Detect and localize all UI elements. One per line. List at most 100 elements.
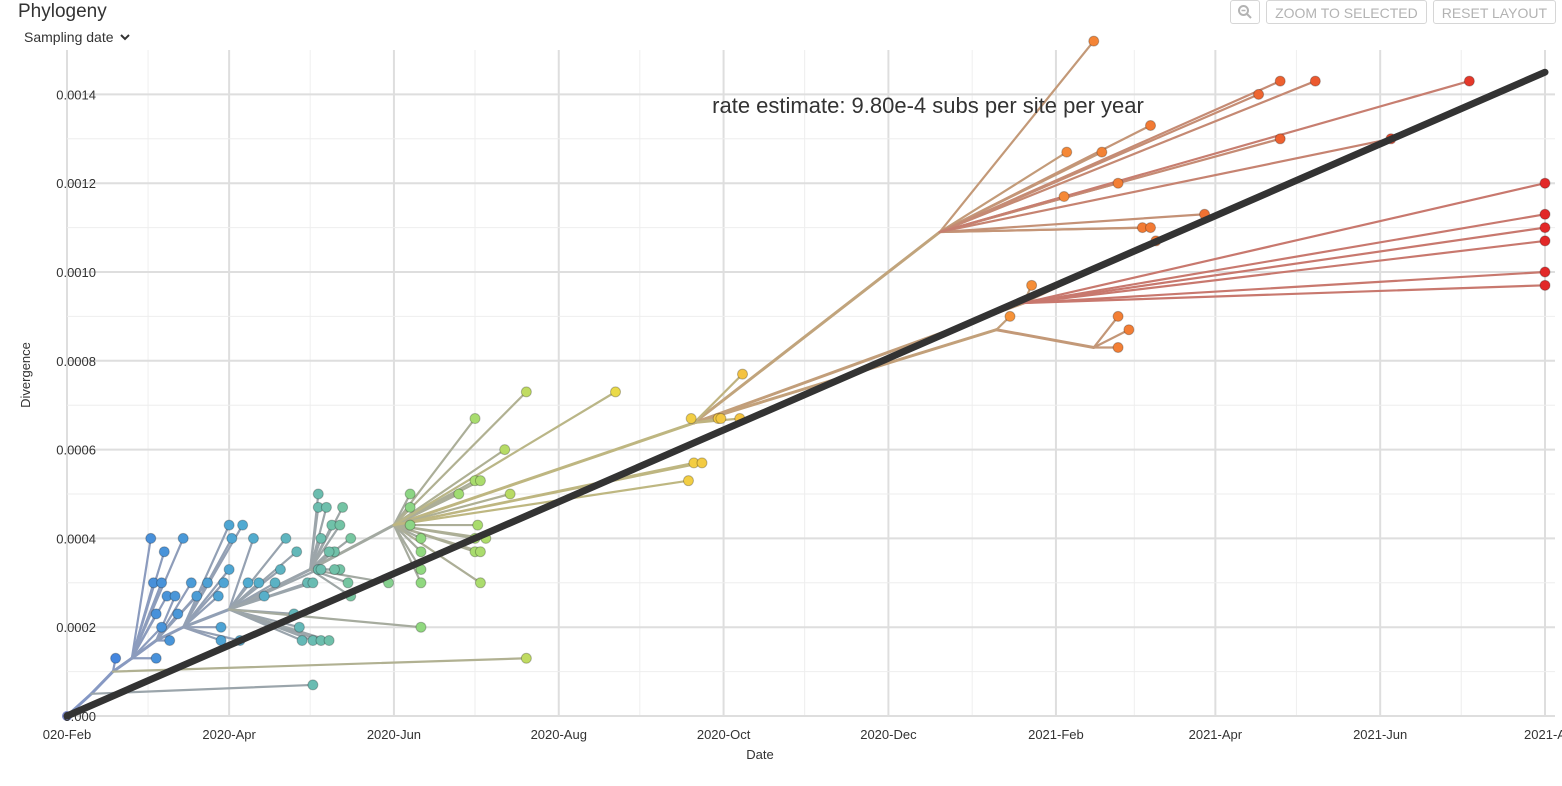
tip-point[interactable]: [145, 532, 157, 544]
tip-point[interactable]: [404, 519, 416, 531]
tip-point[interactable]: [1096, 146, 1108, 158]
tip-point[interactable]: [1274, 75, 1286, 87]
tip-point[interactable]: [1539, 208, 1551, 220]
tip-point[interactable]: [334, 519, 346, 531]
tip-point[interactable]: [342, 577, 354, 589]
tip-point[interactable]: [202, 577, 214, 589]
tip-point[interactable]: [158, 546, 170, 558]
tip-point[interactable]: [315, 563, 327, 575]
tip-point[interactable]: [212, 590, 224, 602]
tip-point[interactable]: [237, 519, 249, 531]
tip-point[interactable]: [218, 577, 230, 589]
zoom-button[interactable]: [1230, 0, 1261, 24]
internal-branch: [308, 523, 396, 571]
tip-point[interactable]: [474, 475, 486, 487]
tip-point[interactable]: [156, 621, 168, 633]
tip-point[interactable]: [156, 577, 168, 589]
x-tick-label: 2020-Aug: [531, 727, 587, 742]
tip-point[interactable]: [610, 386, 622, 398]
tip-point[interactable]: [253, 577, 265, 589]
tip-point[interactable]: [1309, 75, 1321, 87]
tip-point[interactable]: [504, 488, 516, 500]
tip-point[interactable]: [191, 590, 203, 602]
tip-point[interactable]: [1112, 177, 1124, 189]
internal-branch: [111, 656, 134, 674]
tip-point[interactable]: [682, 475, 694, 487]
tip-point[interactable]: [223, 519, 235, 531]
tip-point[interactable]: [1539, 235, 1551, 247]
tip-point[interactable]: [215, 621, 227, 633]
tip-point[interactable]: [1539, 177, 1551, 189]
tip-point[interactable]: [1061, 146, 1073, 158]
tip-point[interactable]: [320, 501, 332, 513]
internal-branch: [154, 625, 185, 643]
tip-point[interactable]: [185, 577, 197, 589]
tip-point[interactable]: [474, 577, 486, 589]
tip-point[interactable]: [226, 532, 238, 544]
tip-point[interactable]: [307, 679, 319, 691]
tip-point[interactable]: [404, 488, 416, 500]
tip-point[interactable]: [312, 488, 324, 500]
tip-branch: [1022, 213, 1547, 305]
tip-point[interactable]: [1058, 191, 1070, 203]
tip-point[interactable]: [223, 563, 235, 575]
tip-point[interactable]: [474, 546, 486, 558]
layout-select[interactable]: Sampling date: [24, 29, 130, 45]
tip-point[interactable]: [415, 532, 427, 544]
tip-point[interactable]: [520, 386, 532, 398]
tip-point[interactable]: [520, 652, 532, 664]
zoom-to-selected-button[interactable]: ZOOM TO SELECTED: [1266, 0, 1427, 24]
tip-point[interactable]: [1026, 279, 1038, 291]
tip-point[interactable]: [1004, 310, 1016, 322]
tip-point[interactable]: [453, 488, 465, 500]
tip-point[interactable]: [150, 652, 162, 664]
tip-point[interactable]: [280, 532, 292, 544]
tip-point[interactable]: [1145, 222, 1157, 234]
tip-point[interactable]: [323, 635, 335, 647]
tip-point[interactable]: [415, 621, 427, 633]
tip-point[interactable]: [110, 652, 122, 664]
tip-point[interactable]: [296, 635, 308, 647]
reset-layout-button[interactable]: RESET LAYOUT: [1432, 0, 1556, 24]
tip-point[interactable]: [242, 577, 254, 589]
tip-point[interactable]: [1112, 341, 1124, 353]
tip-point[interactable]: [1088, 35, 1100, 47]
tip-point[interactable]: [696, 457, 708, 469]
tip-point[interactable]: [469, 413, 481, 425]
tip-point[interactable]: [164, 635, 176, 647]
tip-point[interactable]: [1112, 310, 1124, 322]
tip-point[interactable]: [345, 532, 357, 544]
tip-point[interactable]: [328, 563, 340, 575]
tip-point[interactable]: [404, 501, 416, 513]
tip-point[interactable]: [737, 368, 749, 380]
tip-point[interactable]: [177, 532, 189, 544]
tip-point[interactable]: [1539, 222, 1551, 234]
tip-point[interactable]: [472, 519, 484, 531]
tip-point[interactable]: [415, 577, 427, 589]
tip-point[interactable]: [1253, 88, 1265, 100]
tip-point[interactable]: [293, 621, 305, 633]
tip-point[interactable]: [715, 413, 727, 425]
tip-point[interactable]: [323, 546, 335, 558]
tip-point[interactable]: [337, 501, 349, 513]
tip-point[interactable]: [1463, 75, 1475, 87]
tip-point[interactable]: [172, 608, 184, 620]
tip-point[interactable]: [1539, 279, 1551, 291]
tip-point[interactable]: [315, 532, 327, 544]
tip-point[interactable]: [307, 577, 319, 589]
tip-point[interactable]: [685, 413, 697, 425]
tip-point[interactable]: [1539, 266, 1551, 278]
tip-point[interactable]: [291, 546, 303, 558]
tip-point[interactable]: [169, 590, 181, 602]
tip-point[interactable]: [1274, 133, 1286, 145]
tip-point[interactable]: [247, 532, 259, 544]
tip-point[interactable]: [415, 546, 427, 558]
tip-branch: [155, 595, 177, 642]
tip-point[interactable]: [499, 444, 511, 456]
tip-point[interactable]: [150, 608, 162, 620]
tip-point[interactable]: [274, 563, 286, 575]
tip-point[interactable]: [258, 590, 270, 602]
tip-point[interactable]: [1145, 119, 1157, 131]
tip-point[interactable]: [269, 577, 281, 589]
tip-point[interactable]: [1123, 324, 1135, 336]
